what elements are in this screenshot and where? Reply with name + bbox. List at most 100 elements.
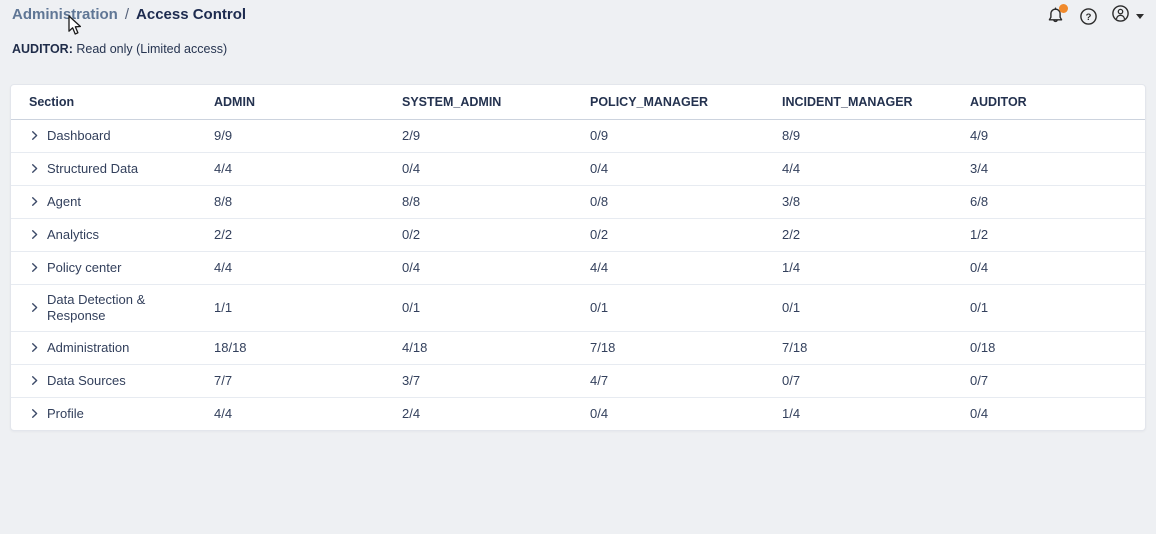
section-label: Data Sources: [47, 372, 126, 388]
section-label: Administration: [47, 339, 130, 355]
breadcrumb-access-control: Access Control: [136, 6, 247, 23]
cell-auditor: 3/4: [952, 152, 1145, 186]
cell-auditor: 0/1: [952, 284, 1145, 332]
section-label: Dashboard: [47, 127, 111, 143]
cell-admin: 18/18: [196, 331, 384, 365]
chevron-right-icon[interactable]: [29, 130, 40, 141]
cell-auditor: 0/4: [952, 251, 1145, 285]
role-banner-text: Read only (Limited access): [72, 42, 228, 56]
chevron-right-icon[interactable]: [29, 302, 40, 313]
table-row[interactable]: Structured Data 4/4 0/4 0/4 4/4 3/4: [11, 152, 1145, 186]
column-header-section: Section: [11, 85, 196, 120]
table-row[interactable]: Data Sources 7/7 3/7 4/7 0/7 0/7: [11, 364, 1145, 398]
table-body: Dashboard 9/9 2/9 0/9 8/9 4/9 Structured…: [11, 119, 1145, 430]
cell-system-admin: 4/18: [384, 331, 572, 365]
svg-text:?: ?: [1085, 12, 1091, 23]
cell-policy-manager: 0/9: [572, 119, 764, 153]
chevron-right-icon[interactable]: [29, 229, 40, 240]
cell-policy-manager: 4/4: [572, 251, 764, 285]
section-expander[interactable]: Administration: [29, 340, 188, 356]
chevron-right-icon[interactable]: [29, 408, 40, 419]
cell-auditor: 6/8: [952, 185, 1145, 219]
role-banner-label: AUDITOR:: [12, 42, 73, 56]
cell-system-admin: 2/9: [384, 119, 572, 153]
section-expander[interactable]: Structured Data: [29, 161, 188, 177]
cell-admin: 8/8: [196, 185, 384, 219]
cell-incident-manager: 7/18: [764, 331, 952, 365]
cell-policy-manager: 0/4: [572, 152, 764, 186]
cell-admin: 4/4: [196, 251, 384, 285]
chevron-right-icon[interactable]: [29, 262, 40, 273]
cell-incident-manager: 4/4: [764, 152, 952, 186]
section-expander[interactable]: Data Sources: [29, 373, 188, 389]
section-label: Profile: [47, 405, 84, 421]
section-expander[interactable]: Profile: [29, 406, 188, 422]
section-expander[interactable]: Analytics: [29, 227, 188, 243]
cell-policy-manager: 0/2: [572, 218, 764, 252]
table-row[interactable]: Dashboard 9/9 2/9 0/9 8/9 4/9: [11, 119, 1145, 153]
cell-system-admin: 0/1: [384, 284, 572, 332]
section-label: Structured Data: [47, 160, 139, 176]
cell-incident-manager: 2/2: [764, 218, 952, 252]
section-label: Policy center: [47, 259, 122, 275]
cell-policy-manager: 7/18: [572, 331, 764, 365]
cell-policy-manager: 0/1: [572, 284, 764, 332]
section-expander[interactable]: Data Detection & Response: [29, 292, 188, 324]
cell-system-admin: 0/4: [384, 152, 572, 186]
cell-incident-manager: 1/4: [764, 251, 952, 285]
table-row[interactable]: Agent 8/8 8/8 0/8 3/8 6/8: [11, 185, 1145, 219]
breadcrumb-separator: /: [124, 6, 130, 23]
section-expander[interactable]: Agent: [29, 194, 188, 210]
top-header: Administration / Access Control AUDITOR:…: [0, 0, 1156, 70]
cell-system-admin: 8/8: [384, 185, 572, 219]
chevron-right-icon[interactable]: [29, 163, 40, 174]
chevron-right-icon[interactable]: [29, 342, 40, 353]
cell-auditor: 0/18: [952, 331, 1145, 365]
column-header-admin: ADMIN: [196, 85, 384, 120]
notifications-button[interactable]: [1045, 4, 1068, 26]
chevron-right-icon[interactable]: [29, 375, 40, 386]
account-menu-button[interactable]: [1111, 4, 1144, 28]
cell-incident-manager: 3/8: [764, 185, 952, 219]
section-expander[interactable]: Policy center: [29, 260, 188, 276]
chevron-down-icon: [1136, 13, 1144, 19]
question-icon: ?: [1079, 7, 1098, 26]
chevron-right-icon[interactable]: [29, 196, 40, 207]
column-header-policy-manager: POLICY_MANAGER: [572, 85, 764, 120]
notification-badge: [1059, 4, 1068, 13]
cell-admin: 4/4: [196, 152, 384, 186]
section-label: Agent: [47, 193, 81, 209]
cell-auditor: 0/4: [970, 406, 989, 422]
topbar-icons: ?: [1045, 4, 1144, 28]
table-header-row: Section ADMIN SYSTEM_ADMIN POLICY_MANAGE…: [11, 85, 1145, 120]
column-header-system-admin: SYSTEM_ADMIN: [384, 85, 572, 120]
breadcrumb-administration[interactable]: Administration: [12, 6, 118, 23]
bell-icon: [1047, 7, 1064, 25]
role-banner: AUDITOR: Read only (Limited access): [12, 42, 227, 56]
cell-system-admin: 3/7: [384, 364, 572, 398]
help-button[interactable]: ?: [1078, 6, 1098, 26]
section-expander[interactable]: Dashboard: [29, 128, 188, 144]
user-icon: [1111, 4, 1130, 28]
table-row[interactable]: Profile 4/4 2/4 0/4 1/4 0/4: [11, 397, 1145, 430]
table-row[interactable]: Policy center 4/4 0/4 4/4 1/4 0/4: [11, 251, 1145, 285]
section-label: Data Detection & Response: [47, 291, 146, 323]
cell-auditor: 0/7: [952, 364, 1145, 398]
cell-policy-manager: 0/8: [572, 185, 764, 219]
cell-admin: 4/4: [214, 406, 233, 422]
cell-admin: 2/2: [196, 218, 384, 252]
table-row[interactable]: Analytics 2/2 0/2 0/2 2/2 1/2: [11, 218, 1145, 252]
column-header-auditor: AUDITOR: [952, 85, 1145, 120]
column-header-incident-manager: INCIDENT_MANAGER: [764, 85, 952, 120]
cell-admin: 7/7: [196, 364, 384, 398]
access-control-card: Section ADMIN SYSTEM_ADMIN POLICY_MANAGE…: [10, 84, 1146, 431]
cell-policy-manager: 4/7: [572, 364, 764, 398]
table-row[interactable]: Administration 18/18 4/18 7/18 7/18 0/18: [11, 331, 1145, 365]
cell-incident-manager: 8/9: [764, 119, 952, 153]
cell-system-admin: 0/2: [384, 218, 572, 252]
cell-incident-manager: 0/7: [764, 364, 952, 398]
section-label: Analytics: [47, 226, 100, 242]
cell-policy-manager: 0/4: [590, 406, 609, 422]
table-row[interactable]: Data Detection & Response 1/1 0/1 0/1 0/…: [11, 284, 1145, 332]
